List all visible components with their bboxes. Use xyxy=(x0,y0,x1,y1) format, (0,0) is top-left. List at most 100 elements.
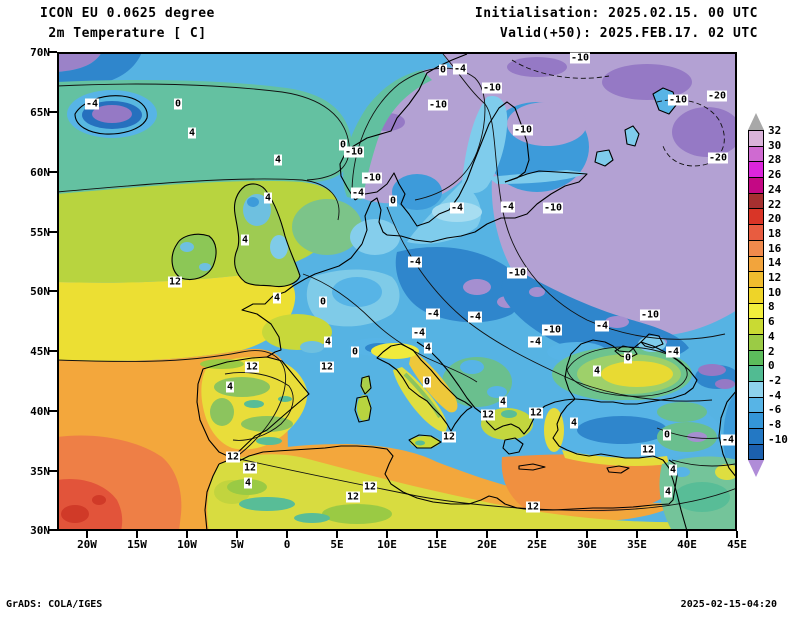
colorbar-value-label: 18 xyxy=(768,226,782,240)
colorbar-segment xyxy=(749,208,763,225)
colorbar-value-label: -4 xyxy=(768,388,782,402)
colorbar-value-label: -2 xyxy=(768,373,782,387)
lat-tick-label: 50N xyxy=(30,285,50,298)
lat-tick-label: 45N xyxy=(30,345,50,358)
lat-tick-label: 35N xyxy=(30,465,50,478)
colorbar-value-label: 26 xyxy=(768,168,782,182)
contour-label: -10 xyxy=(541,324,563,336)
variable-title: 2m Temperature [ C] xyxy=(40,26,207,41)
init-time: Initialisation: 2025.02.15. 00 UTC xyxy=(474,6,758,21)
colorbar-value-label: 6 xyxy=(768,315,775,329)
contour-label: 4 xyxy=(423,342,433,354)
colorbar-value-label: -10 xyxy=(768,432,788,446)
contour-label: 4 xyxy=(663,486,673,498)
colorbar-value-label: 12 xyxy=(768,271,782,284)
colorbar-value-label: 8 xyxy=(768,300,775,314)
contour-label: -10 xyxy=(569,52,591,64)
contour-label: 4 xyxy=(225,381,235,393)
colorbar-value-label: 0 xyxy=(768,359,775,373)
lon-tick-label: 40E xyxy=(677,538,697,551)
lon-tick-mark xyxy=(736,531,738,538)
lon-tick-label: 30E xyxy=(577,538,597,551)
contour-label: 0 xyxy=(338,139,348,151)
lon-tick-mark xyxy=(536,531,538,538)
contour-label: 0 xyxy=(662,429,672,441)
colorbar-segment xyxy=(749,161,763,178)
contour-label: 0 xyxy=(318,296,328,308)
lat-tick-mark xyxy=(49,51,57,53)
lat-tick-label: 70N xyxy=(30,46,50,59)
colorbar-segment xyxy=(749,318,763,334)
temperature-colorbar: 32 30 28 26 24 22 20 18 16 14 12 10 8 6 4 2 0 -2 -4 -6 -8 -10 xyxy=(748,113,788,478)
contour-label: -4 xyxy=(84,98,100,110)
colorbar-segment xyxy=(749,428,763,444)
lon-tick-mark xyxy=(436,531,438,538)
colorbar-segment xyxy=(749,286,763,303)
contour-label: 12 xyxy=(244,361,260,373)
colorbar-segment xyxy=(749,443,763,460)
colorbar-value-label: 2 xyxy=(768,344,775,358)
lat-tick-label: 40N xyxy=(30,405,50,418)
contour-label: 0 xyxy=(438,64,448,76)
contour-label: 4 xyxy=(498,396,508,408)
lon-tick-label: 35E xyxy=(627,538,647,551)
contour-label: 12 xyxy=(319,361,335,373)
contour-label: -20 xyxy=(707,152,729,164)
contour-label: -10 xyxy=(667,94,689,106)
colorbar-value-label: 24 xyxy=(768,182,782,196)
lat-tick-mark xyxy=(49,111,57,113)
contour-label: 0 xyxy=(422,376,432,388)
lon-tick-mark xyxy=(236,531,238,538)
contour-label: 12 xyxy=(242,462,258,474)
colorbar-segment xyxy=(749,381,763,397)
colorbar-segment xyxy=(749,412,763,429)
lat-tick-mark xyxy=(49,350,57,352)
contour-label: -10 xyxy=(639,309,661,321)
lon-tick-mark xyxy=(186,531,188,538)
contour-label: 12 xyxy=(640,444,656,456)
colorbar-value-label: 16 xyxy=(768,241,782,255)
lat-tick-label: 30N xyxy=(30,524,50,537)
contour-label: -4 xyxy=(665,346,681,358)
lon-tick-label: 0 xyxy=(283,538,291,551)
contour-label: -4 xyxy=(720,434,736,446)
lon-tick-label: 45E xyxy=(727,538,747,551)
colorbar-segment xyxy=(749,302,763,319)
contour-label: 12 xyxy=(441,431,457,443)
contour-label: -4 xyxy=(500,201,516,213)
lon-tick-mark xyxy=(486,531,488,538)
contour-label: 0 xyxy=(173,98,183,110)
contour-label: 12 xyxy=(480,409,496,421)
contour-label: 12 xyxy=(528,407,544,419)
contour-label: -4 xyxy=(467,311,483,323)
contour-label: -4 xyxy=(411,327,427,339)
colorbar-value-label: 32 xyxy=(768,124,782,137)
contour-label: -4 xyxy=(350,187,366,199)
contour-label: 4 xyxy=(668,464,678,476)
colorbar-upper-arrow-icon xyxy=(748,113,764,130)
colorbar-segment xyxy=(749,333,763,350)
colorbar-segment xyxy=(749,145,763,162)
contour-label: 4 xyxy=(272,292,282,304)
colorbar-value-label: 14 xyxy=(768,256,782,270)
contour-label: -4 xyxy=(527,336,543,348)
contour-label: -4 xyxy=(594,320,610,332)
colorbar-segment xyxy=(749,177,763,193)
contour-label: 4 xyxy=(569,417,579,429)
contour-label: 4 xyxy=(273,154,283,166)
colorbar-value-label: -8 xyxy=(768,418,782,431)
colorbar-segment xyxy=(749,130,763,146)
colorbar-value-label: 4 xyxy=(768,329,775,343)
map-canvas xyxy=(57,52,737,531)
contour-label: -10 xyxy=(427,99,449,111)
contour-label: -20 xyxy=(706,90,728,102)
lon-tick-mark xyxy=(586,531,588,538)
lon-tick-mark xyxy=(386,531,388,538)
colorbar-value-label: 10 xyxy=(768,285,782,299)
valid-time: Valid(+50): 2025.FEB.17. 02 UTC xyxy=(499,26,758,41)
contour-label: 4 xyxy=(240,234,250,246)
contour-label: -10 xyxy=(343,146,365,158)
contour-label: -10 xyxy=(481,82,503,94)
lon-tick-label: 20W xyxy=(77,538,97,551)
contour-label: 12 xyxy=(362,481,378,493)
